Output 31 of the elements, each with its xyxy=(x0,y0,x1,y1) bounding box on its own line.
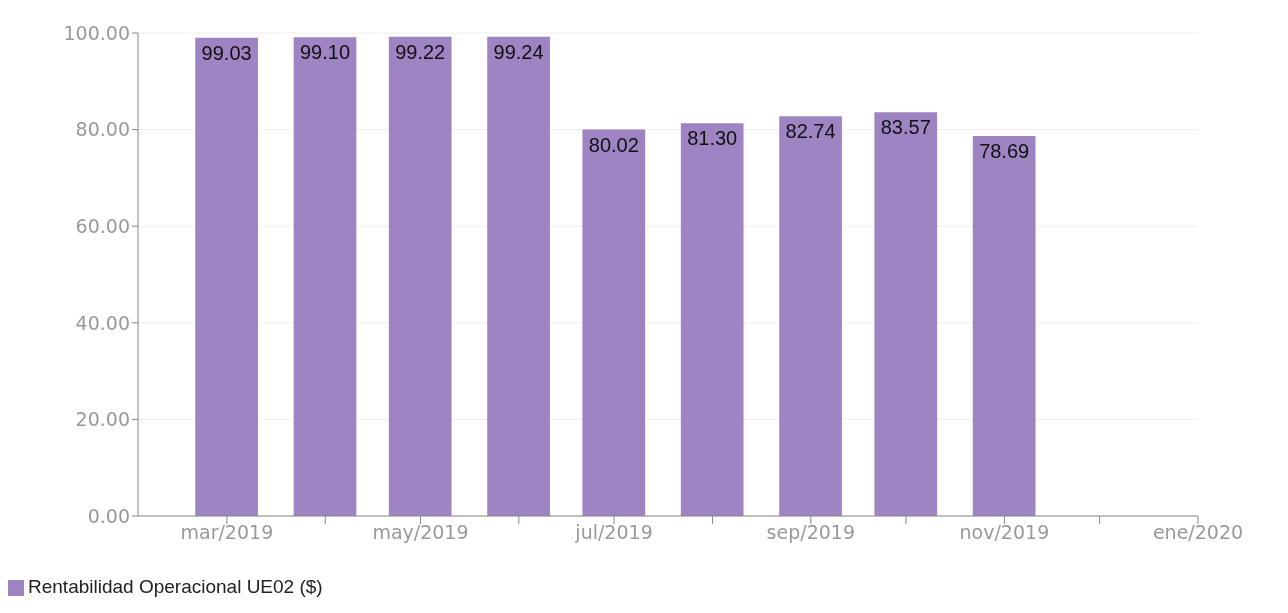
y-tick-label: 100.00 xyxy=(63,21,130,44)
x-tick-label: sep/2019 xyxy=(766,521,856,544)
text: 82.74 xyxy=(785,120,836,143)
text: 78.69 xyxy=(979,139,1030,162)
x-tick-label: nov/2019 xyxy=(959,521,1050,544)
text: 99.10 xyxy=(299,41,351,64)
x-tick-label: ene/2020 xyxy=(1152,521,1244,544)
y-tick-label: 20.00 xyxy=(75,408,130,431)
y-tick-label: 60.00 xyxy=(75,214,130,237)
y-tick-label: 40.00 xyxy=(75,311,130,334)
text: 99.22 xyxy=(395,40,446,63)
bar xyxy=(972,135,1036,516)
bar xyxy=(874,112,938,516)
bar xyxy=(388,36,452,516)
bar xyxy=(487,36,550,516)
text: 83.57 xyxy=(880,116,931,139)
bar xyxy=(582,129,646,516)
y-tick-label: 0.00 xyxy=(87,504,130,527)
text: 80.02 xyxy=(588,133,639,156)
text: 81.30 xyxy=(687,127,738,150)
bar xyxy=(680,123,744,516)
y-tick-label: 80.00 xyxy=(75,118,130,141)
bar xyxy=(195,37,258,516)
text: 99.24 xyxy=(493,40,544,63)
x-tick-label: may/2019 xyxy=(372,521,469,544)
x-tick-label: mar/2019 xyxy=(180,521,274,544)
bar xyxy=(293,37,357,516)
x-tick-label: jul/2019 xyxy=(574,521,653,544)
legend-label: Rentabilidad Operacional UE02 ($) xyxy=(28,576,323,597)
bar xyxy=(779,116,842,516)
text: 99.03 xyxy=(201,41,252,64)
